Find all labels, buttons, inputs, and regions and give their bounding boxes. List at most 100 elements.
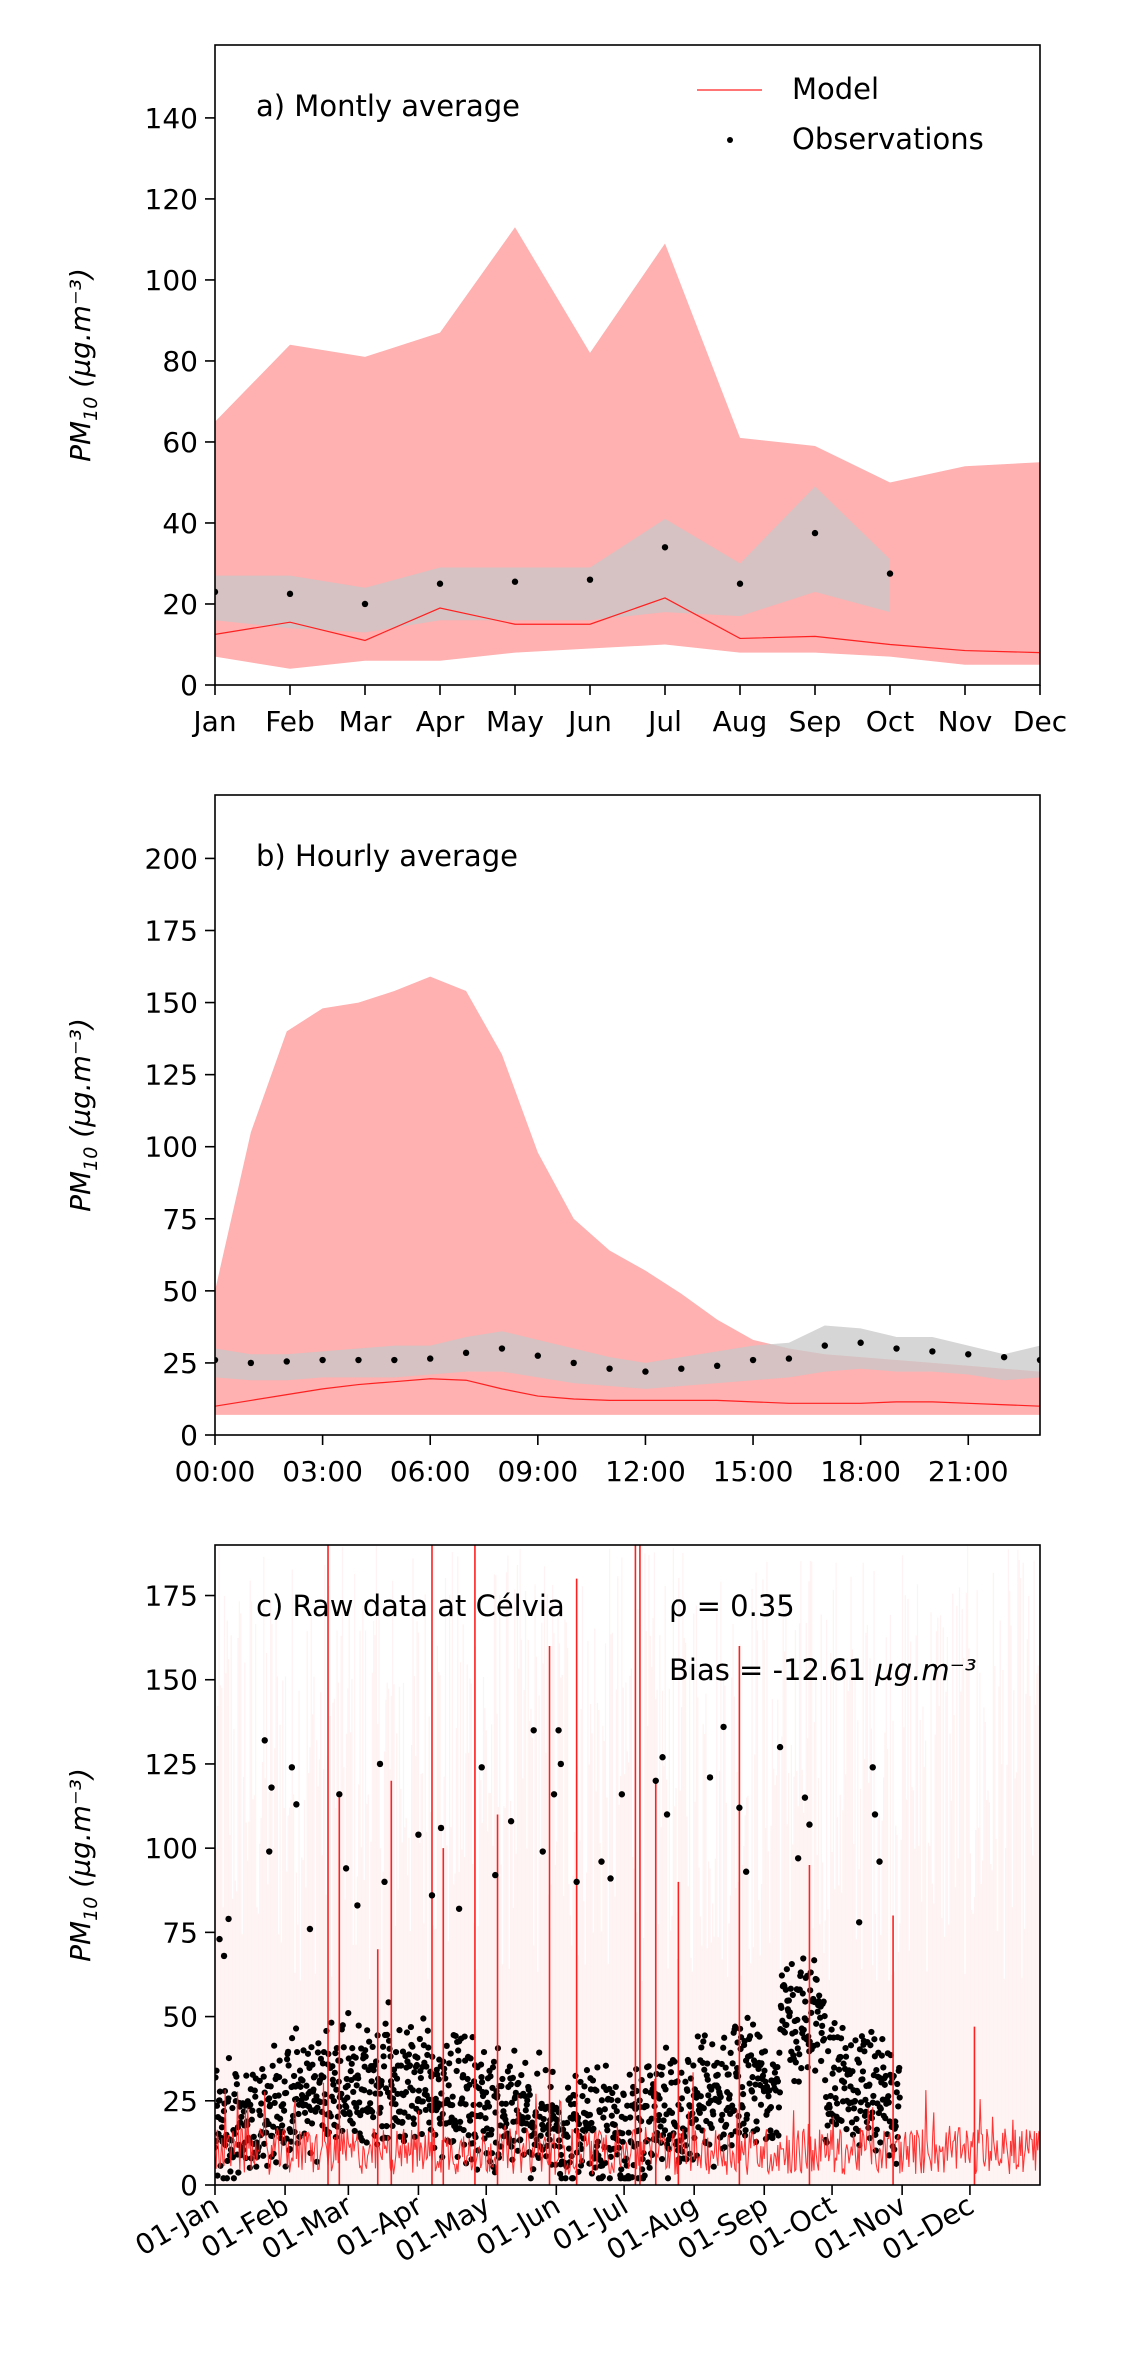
observation-point	[306, 1925, 314, 1933]
observation-point	[792, 2028, 799, 2036]
observation-point	[849, 2068, 856, 2075]
observation-point	[303, 2082, 310, 2089]
observation-point	[642, 1368, 649, 1375]
observation-point	[355, 2075, 362, 2082]
y-tick-label: 150	[145, 1664, 198, 1697]
observation-point	[873, 2126, 880, 2133]
observation-point	[518, 2071, 525, 2079]
x-tick-label: 00:00	[175, 1455, 256, 1488]
observation-point	[330, 2081, 337, 2088]
observation-point	[814, 2008, 821, 2015]
x-axis-ticks: 00:00 03:00 06:00 09:00 12:00 15:00 18:00 21:00	[175, 1435, 1009, 1488]
observation-point	[622, 2115, 629, 2122]
observation-point	[606, 2175, 613, 2182]
observation-point	[556, 2143, 563, 2150]
observation-point	[589, 2077, 597, 2084]
bias-text: Bias = -12.61 µg.m⁻³	[669, 1653, 977, 1687]
x-tick-label: Sep	[789, 705, 842, 738]
observation-point	[806, 1821, 813, 1828]
observation-point	[873, 2066, 880, 2074]
observation-point	[319, 2060, 327, 2067]
observation-point	[787, 1985, 794, 1992]
observation-point	[720, 1723, 727, 1731]
y-tick-label: 0	[180, 2169, 198, 2202]
observation-point	[706, 1774, 714, 1781]
observation-point	[336, 1791, 343, 1798]
observation-point	[522, 2107, 529, 2114]
observation-point	[437, 1824, 445, 1832]
x-tick-label: Dec	[1013, 705, 1067, 738]
observation-point	[293, 2048, 301, 2056]
observation-point	[247, 2101, 254, 2108]
observation-point	[866, 2081, 873, 2088]
observation-point	[667, 2069, 675, 2076]
observation-point	[811, 1957, 818, 1964]
observation-point	[230, 2175, 237, 2182]
observation-point	[350, 2088, 357, 2096]
observation-point	[399, 2118, 406, 2126]
y-tick-label: 140	[145, 102, 198, 135]
observation-point	[396, 2133, 404, 2140]
y-tick-label: 0	[180, 1419, 198, 1452]
y-tick-label: 100	[145, 1131, 198, 1164]
y-tick-label: 50	[162, 2001, 198, 2034]
observation-point	[742, 2127, 749, 2134]
y-tick-label: 125	[145, 1059, 198, 1092]
observation-point	[786, 2009, 793, 2016]
observation-point	[717, 2093, 724, 2101]
observation-point	[345, 2055, 352, 2062]
observation-point	[344, 2094, 351, 2101]
panel-b-hourly-average: 0 25 50 75 100 125 150 175 200 00:00 03:00 06:00 09…	[64, 794, 1041, 1488]
observation-point	[466, 2117, 474, 2124]
observation-point	[539, 1848, 546, 1855]
observation-point	[476, 2101, 483, 2108]
observation-point	[575, 2120, 583, 2128]
observation-point	[710, 2163, 717, 2170]
observation-point	[349, 2120, 356, 2127]
observation-point	[461, 2033, 468, 2040]
observation-point	[540, 2115, 547, 2123]
observation-point	[445, 2082, 452, 2089]
observation-point	[570, 1359, 577, 1367]
observation-point	[739, 2091, 747, 2098]
observation-point	[646, 2164, 653, 2171]
observation-point	[818, 2029, 825, 2037]
observation-point	[406, 2062, 414, 2069]
observation-point	[798, 2065, 805, 2072]
observation-point	[408, 2102, 416, 2109]
observation-point	[572, 2072, 579, 2079]
x-tick-label: Jun	[566, 705, 612, 738]
legend-model-label: Model	[792, 72, 879, 106]
observation-point	[775, 2132, 782, 2139]
y-tick-label: 50	[162, 1275, 198, 1308]
observation-point	[508, 2099, 515, 2106]
observation-point	[225, 2095, 232, 2102]
observation-point	[811, 529, 819, 537]
observation-point	[453, 2067, 460, 2075]
observation-point	[929, 1348, 936, 1355]
observation-point	[315, 2040, 322, 2047]
observation-point	[659, 2064, 666, 2071]
observation-point	[519, 2115, 526, 2122]
observation-point	[562, 2175, 569, 2182]
observation-point	[260, 2152, 267, 2159]
observation-point	[835, 2066, 843, 2073]
x-tick-label: 21:00	[928, 1455, 1009, 1488]
observation-point	[726, 2091, 733, 2099]
observation-point	[590, 2125, 597, 2132]
observation-point	[502, 2100, 509, 2107]
observation-point	[428, 1892, 436, 1899]
observation-point	[224, 2157, 231, 2164]
observation-point	[215, 2067, 220, 2074]
observation-point	[854, 2089, 862, 2096]
observation-point	[602, 2159, 609, 2167]
correlation-text: ρ = 0.35	[669, 1589, 795, 1623]
observation-point	[287, 2138, 295, 2145]
observation-point	[420, 2015, 427, 2022]
observation-point	[392, 2049, 400, 2056]
observation-point	[638, 2118, 645, 2125]
observation-point	[521, 2127, 528, 2134]
observation-point	[504, 2068, 511, 2075]
x-tick-label: Jul	[646, 705, 682, 738]
observation-point	[216, 1935, 223, 1943]
